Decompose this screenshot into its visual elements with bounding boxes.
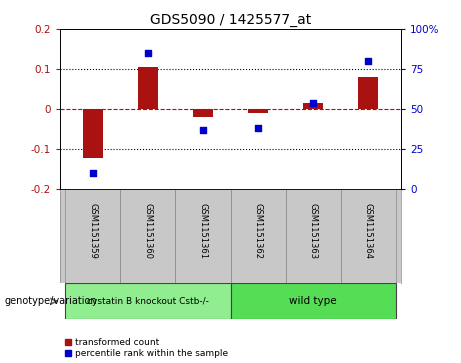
Point [364,58,372,64]
Bar [83,109,103,158]
Bar [230,189,285,283]
Text: wild type: wild type [289,296,337,306]
Bar [248,109,268,113]
Bar [176,189,230,283]
Bar [359,77,378,109]
Text: cystatin B knockout Cstb-/-: cystatin B knockout Cstb-/- [87,297,209,306]
Legend: transformed count, percentile rank within the sample: transformed count, percentile rank withi… [65,338,228,359]
Bar [120,189,176,283]
Point [199,127,207,132]
Point [309,99,317,105]
Bar [138,67,158,109]
Text: genotype/variation: genotype/variation [5,296,97,306]
Text: GSM1151359: GSM1151359 [89,203,97,259]
Bar [303,103,323,109]
Point [89,170,97,176]
Bar [230,283,396,319]
Bar [65,283,230,319]
Bar [65,189,120,283]
Point [254,125,262,131]
Text: GSM1151360: GSM1151360 [143,203,153,259]
Text: GSM1151364: GSM1151364 [364,203,372,259]
Bar [341,189,396,283]
Point [144,50,152,56]
Text: GSM1151362: GSM1151362 [254,203,262,259]
Text: GSM1151363: GSM1151363 [308,203,318,259]
Bar [193,109,213,117]
Title: GDS5090 / 1425577_at: GDS5090 / 1425577_at [150,13,311,26]
Bar [285,189,341,283]
Text: GSM1151361: GSM1151361 [199,203,207,259]
